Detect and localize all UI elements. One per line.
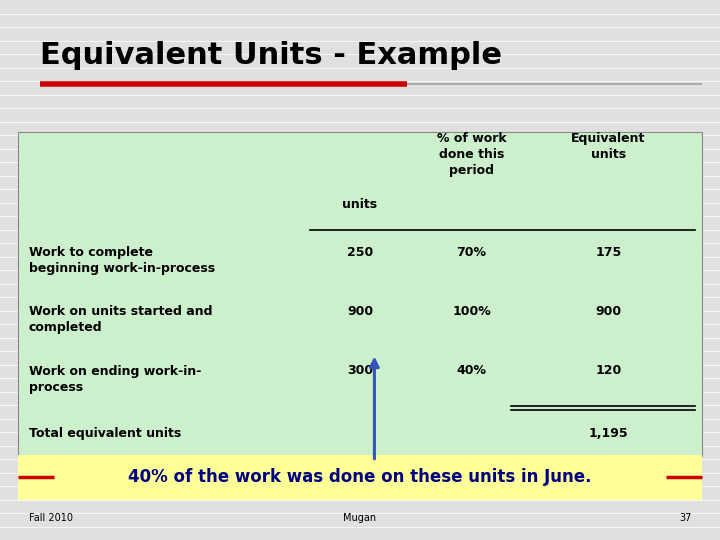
- Bar: [18, 132, 702, 456]
- Text: Equivalent Units - Example: Equivalent Units - Example: [40, 40, 502, 70]
- Text: % of work
done this
period: % of work done this period: [437, 132, 506, 177]
- Text: 37: 37: [679, 514, 691, 523]
- FancyArrowPatch shape: [371, 360, 378, 459]
- Text: units: units: [343, 198, 377, 211]
- Text: 40%: 40%: [456, 364, 487, 377]
- Text: 40% of the work was done on these units in June.: 40% of the work was done on these units …: [128, 468, 592, 487]
- Text: 250: 250: [347, 246, 373, 259]
- Text: Work on units started and
completed: Work on units started and completed: [29, 305, 212, 334]
- Text: 175: 175: [595, 246, 621, 259]
- Text: Mugan: Mugan: [343, 514, 377, 523]
- Text: 900: 900: [347, 305, 373, 318]
- Text: Total equivalent units: Total equivalent units: [29, 427, 181, 440]
- Text: Work to complete
beginning work-in-process: Work to complete beginning work-in-proce…: [29, 246, 215, 275]
- Text: Fall 2010: Fall 2010: [29, 514, 73, 523]
- Text: 300: 300: [347, 364, 373, 377]
- Text: 120: 120: [595, 364, 621, 377]
- Text: 900: 900: [595, 305, 621, 318]
- Text: 100%: 100%: [452, 305, 491, 318]
- Text: Equivalent
units: Equivalent units: [571, 132, 646, 161]
- Text: Work on ending work-in-
process: Work on ending work-in- process: [29, 364, 201, 394]
- Text: 70%: 70%: [456, 246, 487, 259]
- Bar: [18, 455, 702, 500]
- Text: 1,195: 1,195: [588, 427, 629, 440]
